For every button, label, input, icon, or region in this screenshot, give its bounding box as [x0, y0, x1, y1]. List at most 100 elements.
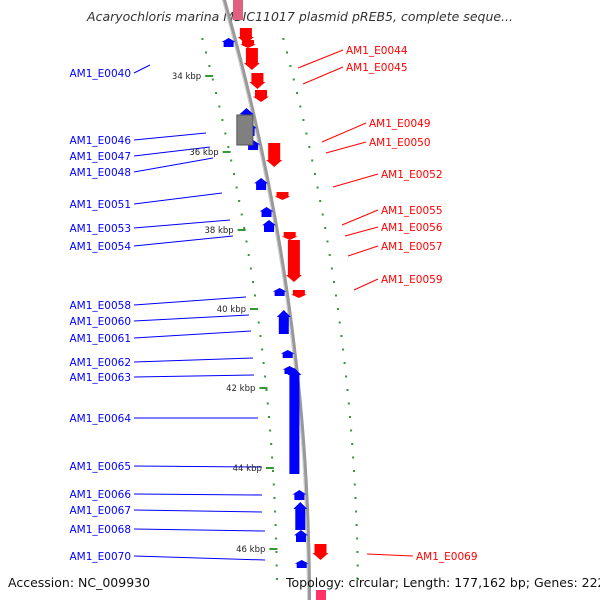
inner-dot-track-dot	[233, 173, 235, 175]
inner-dot-track-dot	[265, 389, 268, 391]
forward-gene-arrow	[243, 48, 260, 70]
gene-label-am1_e0067: AM1_E0067	[69, 505, 131, 517]
gene-label-am1_e0058: AM1_E0058	[69, 300, 131, 312]
gene-label-am1_e0046: AM1_E0046	[69, 135, 131, 147]
gene-label-am1_e0069: AM1_E0069	[416, 551, 478, 563]
outer-dot-track-dot	[336, 308, 339, 310]
outer-dot-track-dot	[330, 267, 333, 270]
scale-label: 42 kbp	[226, 384, 255, 394]
top-gene-strip	[233, 0, 243, 20]
inner-dot-track-dot	[262, 362, 265, 364]
gene-label-am1_e0070: AM1_E0070	[69, 551, 131, 563]
outer-dot-track-dot	[299, 105, 302, 108]
outer-dot-track-dot	[314, 173, 316, 175]
outer-dot-track-dot	[338, 321, 341, 324]
leader-line	[133, 330, 252, 339]
inner-dot-track-dot	[271, 456, 274, 459]
reverse-gene-arrow	[259, 207, 274, 217]
forward-gene-arrow	[281, 232, 298, 240]
gene-label-am1_e0056: AM1_E0056	[381, 222, 443, 234]
gene-label-am1_e0048: AM1_E0048	[69, 167, 131, 179]
backbone-highlight	[221, 0, 308, 600]
inner-dot-track-dot	[273, 497, 276, 499]
leader-line	[133, 465, 263, 468]
outer-dot-track-dot	[356, 564, 359, 567]
forward-gene-arrow	[249, 73, 266, 89]
inner-dot-track-dot	[270, 443, 273, 445]
outer-dot-track-dot	[352, 456, 355, 459]
scale-label: 34 kbp	[172, 72, 201, 82]
outer-dot-track-dot	[353, 470, 355, 472]
outer-dot-track-dot	[356, 537, 359, 540]
gene-label-am1_e0045: AM1_E0045	[346, 62, 408, 74]
inner-dot-track-dot	[205, 51, 207, 54]
pseudo-gene	[236, 114, 254, 146]
scale-label: 36 kbp	[189, 148, 218, 158]
reverse-gene-arrow	[280, 350, 295, 358]
forward-gene-arrow	[290, 290, 307, 298]
outer-dot-track-dot	[353, 483, 356, 486]
outer-dot-track-dot	[351, 443, 354, 445]
gene-label-am1_e0062: AM1_E0062	[69, 357, 131, 369]
inner-dot-track-dot	[269, 429, 272, 432]
scale-tick-track	[205, 75, 278, 550]
inner-dot-track-dot	[261, 348, 264, 351]
leader-line	[321, 122, 367, 143]
outer-dot-track-dot	[319, 200, 322, 202]
gene-features	[221, 0, 329, 600]
inner-dot-track-dot	[264, 375, 267, 378]
reverse-gene-arrow	[292, 490, 307, 500]
gene-label-am1_e0053: AM1_E0053	[69, 223, 131, 235]
inner-dot-track-dot	[266, 402, 269, 405]
outer-dot-track-dot	[335, 294, 337, 297]
inner-dot-track-dot	[221, 119, 224, 121]
outer-dot-track-dot	[349, 416, 351, 418]
gene-label-am1_e0065: AM1_E0065	[69, 461, 131, 473]
reverse-gene-arrow	[276, 310, 291, 334]
gene-label-am1_e0050: AM1_E0050	[369, 137, 431, 149]
inner-dot-track-dot	[275, 578, 278, 580]
outer-dot-track-dot	[345, 375, 348, 378]
leader-line	[133, 146, 211, 157]
outer-dot-track-dot	[311, 159, 314, 162]
outer-dot-track-dot	[286, 51, 288, 54]
gene-label-am1_e0068: AM1_E0068	[69, 524, 131, 536]
leader-line	[133, 219, 231, 229]
scale-label: 38 kbp	[204, 226, 233, 236]
leader-line	[133, 509, 263, 513]
inner-dot-track-dot	[275, 564, 278, 567]
outer-dot-track-dot	[355, 524, 358, 526]
gene-label-am1_e0060: AM1_E0060	[69, 316, 131, 328]
leader-line	[353, 278, 379, 291]
gene-label-am1_e0059: AM1_E0059	[381, 274, 443, 286]
outer-dot-track-dot	[355, 510, 358, 513]
inner-dot-track-dot	[235, 186, 238, 189]
reverse-gene-arrow	[254, 178, 269, 190]
leader-line	[302, 66, 344, 85]
outer-dot-track-dot	[347, 402, 350, 405]
gene-label-am1_e0057: AM1_E0057	[381, 241, 443, 253]
leader-line	[133, 132, 207, 141]
outer-dot-track-dot	[346, 389, 349, 391]
leader-line	[133, 528, 266, 532]
inner-dot-track-dot	[272, 470, 274, 472]
gene-label-am1_e0064: AM1_E0064	[69, 413, 131, 425]
forward-gene-arrow	[253, 90, 269, 102]
outer-dot-track-dot	[350, 429, 353, 432]
gene-label-am1_e0052: AM1_E0052	[381, 169, 443, 181]
outer-dot-track-dot	[333, 281, 335, 283]
outer-dot-track-dot	[342, 348, 345, 351]
leader-line	[297, 49, 344, 69]
gene-label-am1_e0051: AM1_E0051	[69, 199, 131, 211]
topology-text: Topology: circular; Length: 177,162 bp; …	[286, 575, 600, 590]
scale-labels: 34 kbp 36 kbp 38 kbp 40 kbp 42 kbp 44 kbp 46 k…	[172, 72, 265, 555]
outer-dot-track-dot	[305, 132, 308, 135]
inner-dot-track-dot	[247, 254, 250, 256]
inner-dot-track-dot	[238, 200, 241, 202]
outer-dot-track-dot	[302, 119, 305, 121]
reverse-gene-arrow	[294, 530, 308, 542]
scale-label: 46 kbp	[236, 545, 265, 555]
map-title: Acaryochloris marina MBIC11017 plasmid p…	[87, 9, 513, 24]
reverse-gene-arrow	[221, 38, 236, 47]
